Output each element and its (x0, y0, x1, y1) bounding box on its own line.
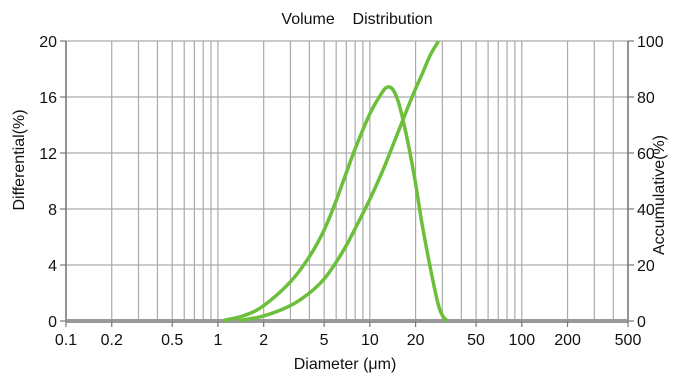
y-axis-left-label: Differential(%) (11, 109, 28, 210)
x-tick-label: 50 (467, 332, 485, 349)
x-tick-label: 0.5 (161, 332, 183, 349)
accumulative-curve (238, 40, 440, 323)
x-tick-label: 5 (320, 332, 329, 349)
y-right-tick-label: 40 (637, 202, 655, 219)
y-left-tick-label: 16 (39, 90, 57, 107)
x-tick-label: 200 (554, 332, 581, 349)
x-axis-label: Diameter (μm) (294, 356, 397, 373)
y-right-tick-label: 0 (637, 314, 646, 331)
y-axis-right-label: Accumulative(%) (651, 135, 668, 255)
x-tick-label: 2 (259, 332, 268, 349)
differential-curve (222, 85, 449, 323)
y-left-tick-label: 8 (48, 202, 57, 219)
x-tick-label: 1 (213, 332, 222, 349)
y-right-tick-label: 60 (637, 146, 655, 163)
x-tick-label: 10 (361, 332, 379, 349)
y-left-tick-label: 20 (39, 34, 57, 51)
y-right-tick-label: 20 (637, 258, 655, 275)
x-tick-label: 0.1 (55, 332, 77, 349)
y-right-tick-label: 80 (637, 90, 655, 107)
y-left-tick-label: 12 (39, 146, 57, 163)
y-right-tick-label: 100 (637, 34, 664, 51)
x-tick-label: 500 (615, 332, 642, 349)
y-left-tick-label: 4 (48, 258, 57, 275)
x-tick-label: 100 (508, 332, 535, 349)
y-left-tick-label: 0 (48, 314, 57, 331)
chart-title: Volume Distribution (281, 11, 432, 28)
x-tick-label: 0.2 (101, 332, 123, 349)
x-tick-label: 20 (407, 332, 425, 349)
